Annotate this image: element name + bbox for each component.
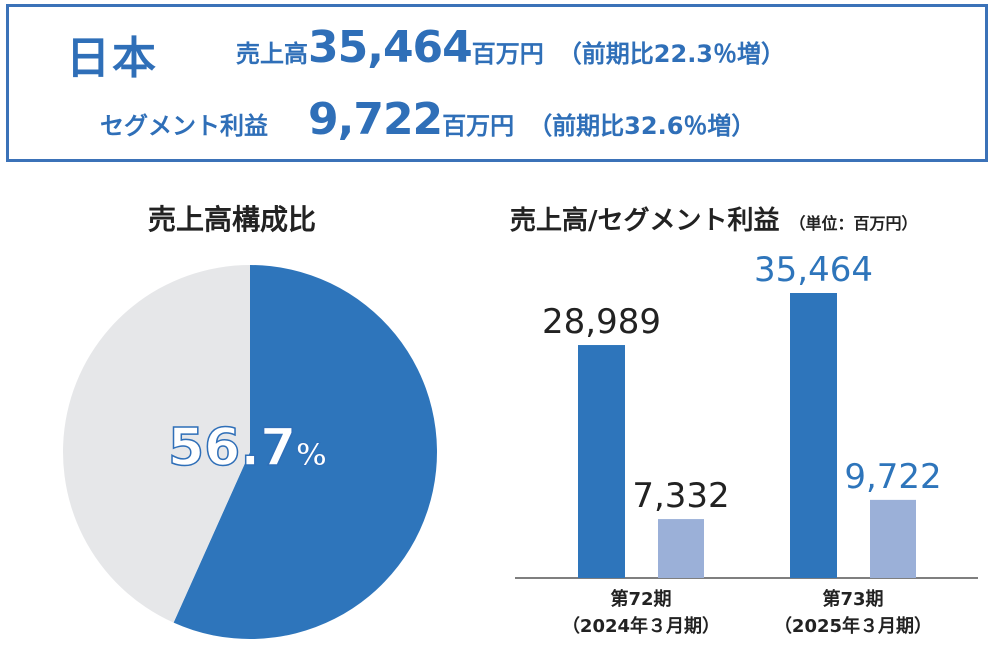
pie-chart-title: 売上高構成比	[148, 203, 317, 236]
bar-sales-0	[578, 345, 625, 578]
bar-label-sales-0: 28,989	[542, 302, 661, 342]
profit-growth-note: （前期比32.6％増）	[528, 112, 756, 140]
pie-slice-highlight	[173, 265, 438, 639]
pie-percentage-value: 56.7	[167, 417, 297, 479]
pie-percentage-unit: %	[296, 438, 327, 474]
category-label-0-0: 第72期	[610, 588, 671, 610]
profit-summary-row: セグメント利益 9,722百万円 （前期比32.6％増）	[100, 94, 755, 145]
bar-label-sales-1: 35,464	[754, 250, 873, 290]
pie-slice-rest	[63, 265, 251, 623]
bar-label-profit-0: 7,332	[632, 476, 729, 516]
summary-box	[6, 4, 988, 162]
bar-profit-0	[658, 519, 704, 578]
bar-chart-title-text: 売上高/セグメント利益	[510, 206, 780, 236]
bar-chart-title: 売上高/セグメント利益 （単位：百万円）	[510, 200, 918, 237]
profit-value: 9,722	[308, 94, 443, 145]
bar-label-profit-1: 9,722	[844, 457, 941, 497]
bar-sales-1	[790, 293, 837, 578]
category-label-1-0: 第73期	[822, 588, 883, 610]
profit-label: セグメント利益	[100, 112, 268, 140]
profit-unit: 百万円	[442, 112, 515, 140]
sales-label: 売上高	[236, 40, 308, 68]
category-label-1-1: （2025年３月期）	[774, 615, 932, 637]
bar-profit-1	[870, 499, 916, 578]
pie-percentage-label: 56.7%	[167, 417, 327, 479]
sales-unit: 百万円	[471, 40, 544, 68]
category-label-0-1: （2024年３月期）	[562, 615, 720, 637]
region-title: 日本	[66, 33, 158, 84]
sales-value: 35,464	[308, 22, 473, 73]
sales-summary-row: 売上高35,464百万円 （前期比22.3％増）	[236, 22, 785, 73]
bar-chart-unit-note: （単位：百万円）	[789, 214, 918, 233]
sales-growth-note: （前期比22.3％増）	[557, 40, 786, 68]
